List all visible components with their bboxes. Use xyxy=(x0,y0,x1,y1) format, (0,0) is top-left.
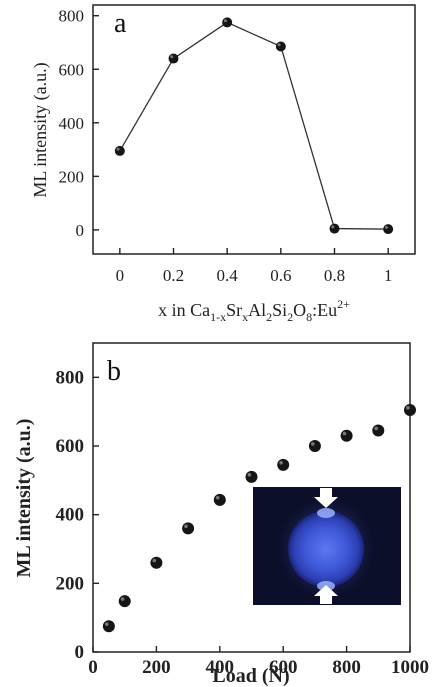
data-point xyxy=(114,145,125,156)
data-point-highlight xyxy=(342,431,347,436)
y-ticks-a: 0 200 400 600 800 xyxy=(59,7,99,240)
data-point xyxy=(245,470,258,483)
y-tick-label: 0 xyxy=(76,221,85,240)
panel-label-a: a xyxy=(114,8,127,39)
data-point-highlight xyxy=(104,622,109,626)
data-point xyxy=(329,223,340,234)
y-tick-label: 800 xyxy=(56,367,85,388)
plot-frame-b xyxy=(92,342,411,653)
x-tick-label: 0.6 xyxy=(270,266,291,285)
y-tick-label: 400 xyxy=(56,505,85,526)
x-tick-label: 200 xyxy=(142,657,171,678)
series-line-a xyxy=(119,21,389,230)
series-points-b xyxy=(102,403,416,633)
data-point-highlight xyxy=(116,147,120,151)
data-point xyxy=(222,17,233,28)
y-tick-label: 200 xyxy=(59,167,85,186)
data-point xyxy=(275,41,286,52)
data-point xyxy=(213,493,226,506)
x-tick-label: 1000 xyxy=(391,657,429,678)
data-point xyxy=(308,440,321,452)
x-ticks-b: 0 200 400 600 800 1000 xyxy=(88,646,429,678)
series-points-a xyxy=(114,17,394,235)
data-point-highlight xyxy=(223,19,227,23)
chart-panel-b: b 0 200 400 600 800 0 200 400 600 800 1000 ML int… xyxy=(13,342,429,687)
x-tick-label: 800 xyxy=(332,657,361,678)
y-tick-label: 600 xyxy=(59,60,85,79)
data-point-highlight xyxy=(277,43,281,47)
panel-label-b: b xyxy=(107,356,121,387)
y-axis-label-a: ML intensity (a.u.) xyxy=(30,62,51,197)
x-axis-label-b: Load (N) xyxy=(212,665,289,687)
data-point xyxy=(340,429,353,442)
x-tick-label: 0 xyxy=(88,657,98,678)
data-point-highlight xyxy=(152,558,157,563)
arrow-up-icon xyxy=(314,585,338,604)
y-tick-label: 400 xyxy=(59,114,85,133)
data-point xyxy=(118,595,131,608)
inset-sphere xyxy=(288,511,364,587)
plot-frame-a xyxy=(92,4,416,255)
data-point-highlight xyxy=(279,460,283,465)
data-point-highlight xyxy=(170,55,174,59)
x-tick-label: 400 xyxy=(206,657,235,678)
data-point xyxy=(182,522,195,535)
data-point xyxy=(102,620,115,633)
data-point-highlight xyxy=(247,473,252,477)
series-line xyxy=(119,21,389,230)
data-point-highlight xyxy=(311,442,315,446)
data-point-highlight xyxy=(406,406,410,410)
chart-panel-a: a 0 200 400 600 800 0 0.2 0.4 0.6 0.8 1 ML intens… xyxy=(30,4,416,324)
data-point xyxy=(150,556,163,569)
data-point-highlight xyxy=(374,426,379,431)
data-point xyxy=(372,424,385,437)
data-point-highlight xyxy=(184,524,188,529)
y-axis-label-b: ML intensity (a.u.) xyxy=(13,419,35,578)
data-point-highlight xyxy=(331,225,335,229)
x-tick-label: 0.2 xyxy=(163,266,184,285)
data-point xyxy=(277,458,290,471)
x-tick-label: 0.8 xyxy=(324,266,345,285)
x-tick-label: 1 xyxy=(384,266,393,285)
inset-photo xyxy=(253,487,401,605)
y-tick-label: 200 xyxy=(56,573,85,594)
x-axis-label-a: x in Ca1-xSrxAl2Si2O8:Eu2+ xyxy=(158,297,350,324)
data-point-highlight xyxy=(215,496,220,500)
x-tick-label: 0.4 xyxy=(217,266,239,285)
y-tick-label: 800 xyxy=(59,7,85,26)
data-point xyxy=(168,53,179,64)
arrow-down-icon xyxy=(314,488,338,508)
x-ticks-a: 0 0.2 0.4 0.6 0.8 1 xyxy=(116,248,393,285)
data-point xyxy=(383,224,394,235)
y-tick-label: 600 xyxy=(56,436,85,457)
inset-contact-top xyxy=(317,508,335,518)
data-point-highlight xyxy=(384,225,388,229)
y-ticks-b: 0 200 400 600 800 xyxy=(56,367,99,663)
x-tick-label: 600 xyxy=(269,657,298,678)
x-tick-label: 0 xyxy=(116,266,125,285)
data-point-highlight xyxy=(120,597,125,601)
data-point xyxy=(404,403,416,416)
y-tick-label: 0 xyxy=(75,642,85,663)
